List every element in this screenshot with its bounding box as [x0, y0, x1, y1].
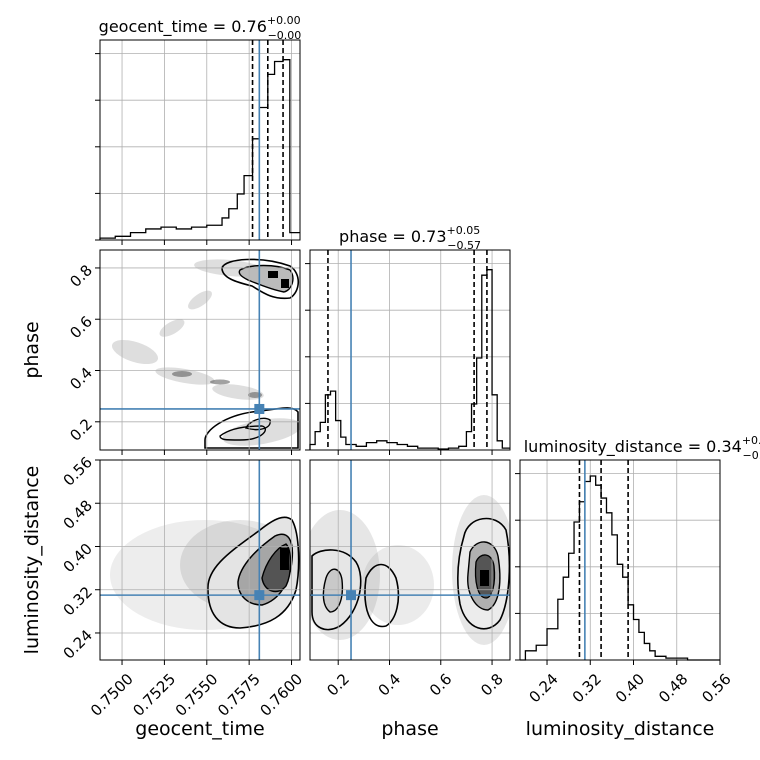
y-tick-label-luminosity_distance: 0.24	[60, 626, 96, 662]
axes-frame	[519, 459, 721, 661]
title-luminosity_distance: luminosity_distance = 0.34+0.05−0.04	[524, 434, 760, 462]
axes-frame	[99, 459, 301, 661]
x-tick-label-geocent_time: 0.7550	[172, 670, 222, 720]
panel-luminosity_distance-luminosity_distance: luminosity_distance = 0.34+0.05−0.04 0.24…	[515, 434, 760, 740]
histogram-luminosity_distance	[520, 475, 720, 661]
grid-lines	[100, 250, 300, 450]
x-tick-label-luminosity_distance: 0.40	[612, 670, 648, 706]
panel-geocent_time-geocent_time: geocent_time = 0.76+0.00 −0.00	[95, 14, 301, 245]
y-tick-label-phase: 0.2	[66, 415, 96, 445]
x-tick-label-luminosity_distance: 0.24	[525, 670, 561, 706]
y-tick-label-luminosity_distance: 0.40	[60, 540, 96, 576]
x-tick-label-phase: 0.2	[323, 670, 353, 700]
histogram-geocent_time	[99, 59, 300, 240]
y-tick-label-phase: 0.6	[66, 313, 96, 343]
x-tick-label-geocent_time: 0.7600	[256, 670, 306, 720]
panel-distance-vs-phase-density	[310, 495, 510, 645]
x-tick-label-luminosity_distance: 0.56	[698, 670, 734, 706]
grid-lines	[310, 460, 510, 660]
y-tick-label-luminosity_distance: 0.48	[60, 497, 96, 533]
x-tick-label-geocent_time: 0.7575	[214, 670, 264, 720]
truth-marker	[346, 590, 357, 601]
x-tick-label-phase: 0.6	[426, 670, 456, 700]
histogram-phase	[309, 269, 510, 450]
axes-frame	[99, 39, 301, 241]
grid-lines	[100, 460, 300, 660]
y-tick-label-luminosity_distance: 0.56	[60, 453, 96, 489]
truth-marker	[254, 590, 265, 601]
x-tick-label-geocent_time: 0.7500	[87, 670, 137, 720]
panel-phase-vs-geocent-density	[111, 258, 300, 449]
grid-lines	[520, 460, 720, 660]
x-tick-label-luminosity_distance: 0.32	[569, 670, 605, 706]
y-axis-label-phase: phase	[21, 321, 43, 378]
title-phase: phase = 0.73+0.05 −0.57	[339, 224, 481, 252]
x-tick-label-luminosity_distance: 0.48	[655, 670, 691, 706]
truth-marker	[254, 403, 265, 414]
x-axis-label-geocent_time: geocent_time	[135, 718, 264, 740]
x-axis-label-phase: phase	[381, 718, 438, 740]
title-geocent_time: geocent_time = 0.76+0.00 −0.00	[99, 14, 302, 42]
y-tick-label-phase: 0.4	[66, 364, 96, 394]
x-tick-label-geocent_time: 0.7525	[129, 670, 179, 720]
panel-distance-vs-geocent-density	[110, 516, 300, 630]
panel-phase-phase: phase = 0.73+0.05 −0.57	[305, 224, 511, 455]
y-tick-label-luminosity_distance: 0.32	[60, 583, 96, 619]
axes-frame	[99, 249, 301, 451]
x-tick-label-phase: 0.8	[477, 670, 507, 700]
y-axis-label-luminosity_distance: luminosity_distance	[21, 466, 43, 655]
x-tick-label-phase: 0.4	[375, 670, 405, 700]
grid-lines	[100, 40, 300, 240]
y-tick-label-phase: 0.8	[66, 261, 96, 291]
axes-frame	[309, 249, 511, 451]
x-axis-label-luminosity_distance: luminosity_distance	[526, 718, 715, 740]
axes-frame	[309, 459, 511, 661]
